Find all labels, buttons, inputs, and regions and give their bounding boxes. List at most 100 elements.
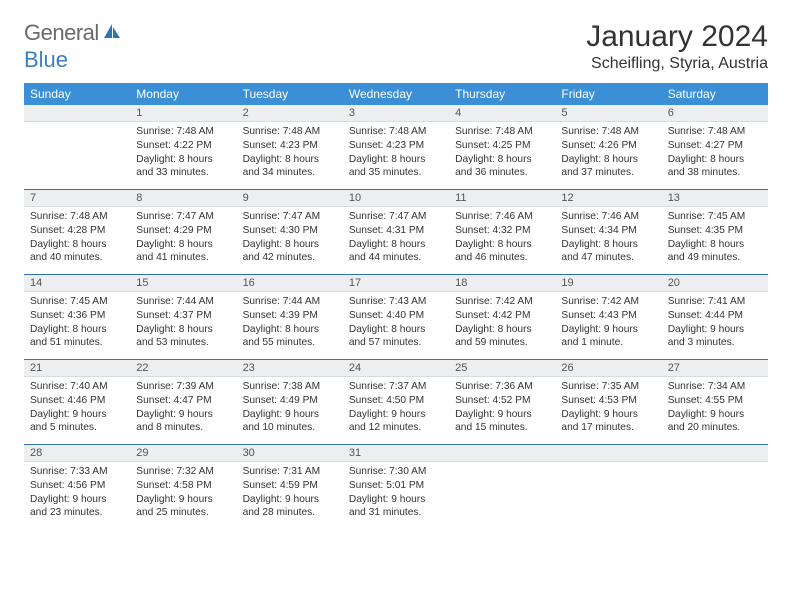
- day-line: and 35 minutes.: [349, 166, 443, 180]
- day-line: Daylight: 8 hours: [349, 153, 443, 167]
- day-cell: 5Sunrise: 7:48 AMSunset: 4:26 PMDaylight…: [555, 105, 661, 190]
- day-line: and 38 minutes.: [668, 166, 762, 180]
- day-cell: 9Sunrise: 7:47 AMSunset: 4:30 PMDaylight…: [237, 190, 343, 275]
- day-header-row: Sunday Monday Tuesday Wednesday Thursday…: [24, 83, 768, 105]
- day-cell: 7Sunrise: 7:48 AMSunset: 4:28 PMDaylight…: [24, 190, 130, 275]
- day-line: Sunrise: 7:48 AM: [561, 125, 655, 139]
- day-line: Sunset: 4:49 PM: [243, 394, 337, 408]
- day-number: 5: [555, 105, 661, 122]
- day-cell: 13Sunrise: 7:45 AMSunset: 4:35 PMDayligh…: [662, 190, 768, 275]
- day-line: Sunrise: 7:41 AM: [668, 295, 762, 309]
- day-header: Monday: [130, 83, 236, 105]
- week-row: 1Sunrise: 7:48 AMSunset: 4:22 PMDaylight…: [24, 105, 768, 190]
- day-line: Sunrise: 7:47 AM: [349, 210, 443, 224]
- day-line: Sunrise: 7:44 AM: [243, 295, 337, 309]
- calendar-table: Sunday Monday Tuesday Wednesday Thursday…: [24, 83, 768, 529]
- day-cell: [662, 445, 768, 529]
- day-line: and 34 minutes.: [243, 166, 337, 180]
- day-line: Daylight: 9 hours: [349, 408, 443, 422]
- day-line: Sunrise: 7:46 AM: [455, 210, 549, 224]
- day-number: 24: [343, 360, 449, 377]
- day-line: Sunset: 4:42 PM: [455, 309, 549, 323]
- day-detail: Sunrise: 7:30 AMSunset: 5:01 PMDaylight:…: [343, 462, 449, 526]
- day-detail: Sunrise: 7:31 AMSunset: 4:59 PMDaylight:…: [237, 462, 343, 526]
- day-line: Sunset: 4:25 PM: [455, 139, 549, 153]
- day-number: 23: [237, 360, 343, 377]
- day-number: 2: [237, 105, 343, 122]
- day-number: 15: [130, 275, 236, 292]
- day-number: 25: [449, 360, 555, 377]
- day-line: Daylight: 8 hours: [243, 238, 337, 252]
- day-line: Sunset: 4:55 PM: [668, 394, 762, 408]
- day-line: Sunset: 4:31 PM: [349, 224, 443, 238]
- day-line: Daylight: 9 hours: [243, 408, 337, 422]
- day-line: and 12 minutes.: [349, 421, 443, 435]
- day-line: and 1 minute.: [561, 336, 655, 350]
- day-line: Sunrise: 7:48 AM: [349, 125, 443, 139]
- day-line: and 10 minutes.: [243, 421, 337, 435]
- day-line: Daylight: 8 hours: [243, 153, 337, 167]
- day-line: and 15 minutes.: [455, 421, 549, 435]
- day-detail: Sunrise: 7:42 AMSunset: 4:43 PMDaylight:…: [555, 292, 661, 356]
- day-detail: Sunrise: 7:37 AMSunset: 4:50 PMDaylight:…: [343, 377, 449, 441]
- day-line: Daylight: 8 hours: [30, 323, 124, 337]
- day-line: Sunset: 4:56 PM: [30, 479, 124, 493]
- day-cell: 20Sunrise: 7:41 AMSunset: 4:44 PMDayligh…: [662, 275, 768, 360]
- day-line: and 41 minutes.: [136, 251, 230, 265]
- day-line: Sunset: 4:50 PM: [349, 394, 443, 408]
- day-number: 22: [130, 360, 236, 377]
- day-cell: [24, 105, 130, 190]
- day-detail: Sunrise: 7:48 AMSunset: 4:25 PMDaylight:…: [449, 122, 555, 186]
- day-cell: 26Sunrise: 7:35 AMSunset: 4:53 PMDayligh…: [555, 360, 661, 445]
- day-line: Sunset: 4:36 PM: [30, 309, 124, 323]
- day-cell: 22Sunrise: 7:39 AMSunset: 4:47 PMDayligh…: [130, 360, 236, 445]
- day-line: and 23 minutes.: [30, 506, 124, 520]
- day-detail: Sunrise: 7:36 AMSunset: 4:52 PMDaylight:…: [449, 377, 555, 441]
- day-detail: Sunrise: 7:43 AMSunset: 4:40 PMDaylight:…: [343, 292, 449, 356]
- day-line: Sunset: 4:53 PM: [561, 394, 655, 408]
- day-cell: 15Sunrise: 7:44 AMSunset: 4:37 PMDayligh…: [130, 275, 236, 360]
- day-line: Sunrise: 7:47 AM: [136, 210, 230, 224]
- day-line: Sunset: 4:32 PM: [455, 224, 549, 238]
- day-line: Daylight: 9 hours: [30, 408, 124, 422]
- day-line: Sunset: 4:22 PM: [136, 139, 230, 153]
- day-number: 16: [237, 275, 343, 292]
- day-number-empty: [555, 445, 661, 462]
- day-line: Daylight: 9 hours: [561, 408, 655, 422]
- day-line: Daylight: 8 hours: [349, 323, 443, 337]
- day-line: Daylight: 8 hours: [561, 238, 655, 252]
- logo: General: [24, 20, 122, 46]
- day-line: Daylight: 8 hours: [136, 323, 230, 337]
- day-number: 12: [555, 190, 661, 207]
- day-number: 4: [449, 105, 555, 122]
- day-line: Sunset: 5:01 PM: [349, 479, 443, 493]
- day-number: 10: [343, 190, 449, 207]
- day-detail: Sunrise: 7:45 AMSunset: 4:35 PMDaylight:…: [662, 207, 768, 271]
- day-detail: Sunrise: 7:47 AMSunset: 4:29 PMDaylight:…: [130, 207, 236, 271]
- day-line: Sunset: 4:37 PM: [136, 309, 230, 323]
- day-line: and 59 minutes.: [455, 336, 549, 350]
- day-line: Sunrise: 7:39 AM: [136, 380, 230, 394]
- day-line: Sunrise: 7:46 AM: [561, 210, 655, 224]
- day-number: 18: [449, 275, 555, 292]
- day-line: Sunrise: 7:48 AM: [136, 125, 230, 139]
- day-cell: 1Sunrise: 7:48 AMSunset: 4:22 PMDaylight…: [130, 105, 236, 190]
- day-line: and 47 minutes.: [561, 251, 655, 265]
- day-cell: 18Sunrise: 7:42 AMSunset: 4:42 PMDayligh…: [449, 275, 555, 360]
- day-line: Daylight: 9 hours: [30, 493, 124, 507]
- week-row: 21Sunrise: 7:40 AMSunset: 4:46 PMDayligh…: [24, 360, 768, 445]
- day-line: Sunrise: 7:45 AM: [30, 295, 124, 309]
- day-line: Daylight: 9 hours: [668, 408, 762, 422]
- day-line: and 36 minutes.: [455, 166, 549, 180]
- day-line: Daylight: 9 hours: [668, 323, 762, 337]
- sail-icon: [102, 20, 122, 46]
- day-line: Daylight: 9 hours: [561, 323, 655, 337]
- day-number: 27: [662, 360, 768, 377]
- day-cell: 21Sunrise: 7:40 AMSunset: 4:46 PMDayligh…: [24, 360, 130, 445]
- day-line: Sunset: 4:29 PM: [136, 224, 230, 238]
- day-number: 20: [662, 275, 768, 292]
- week-row: 28Sunrise: 7:33 AMSunset: 4:56 PMDayligh…: [24, 445, 768, 529]
- day-line: Daylight: 9 hours: [136, 408, 230, 422]
- day-line: Daylight: 8 hours: [668, 238, 762, 252]
- day-detail: Sunrise: 7:48 AMSunset: 4:28 PMDaylight:…: [24, 207, 130, 271]
